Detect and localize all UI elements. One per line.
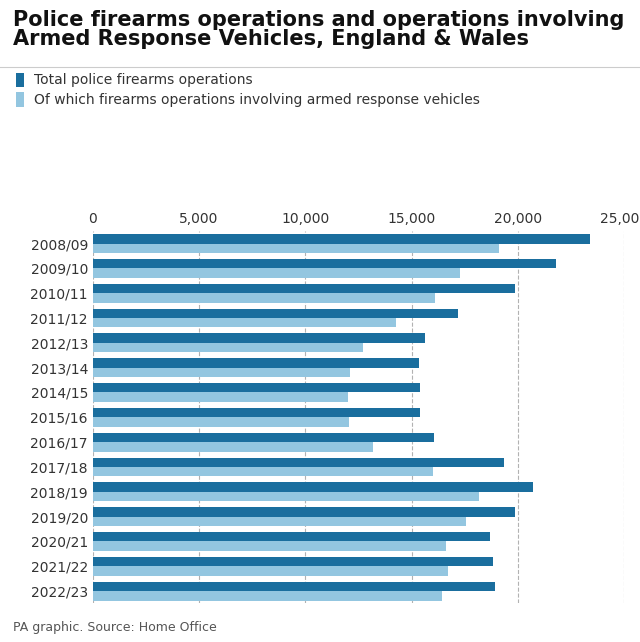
Bar [93,383,420,392]
Text: PA graphic. Source: Home Office: PA graphic. Source: Home Office [13,621,216,634]
Bar [93,268,460,278]
Bar [93,566,448,576]
Text: Total police firearms operations: Total police firearms operations [34,73,252,87]
Bar [93,541,446,551]
Bar [93,234,590,243]
Bar [93,517,466,526]
Text: Of which firearms operations involving armed response vehicles: Of which firearms operations involving a… [34,92,479,107]
Bar [93,243,499,253]
Bar [93,458,504,467]
Bar [93,318,396,327]
Bar [93,442,373,451]
Bar [93,591,442,600]
Bar [93,557,493,566]
Text: Police firearms operations and operations involving: Police firearms operations and operation… [13,10,624,30]
Bar [93,467,433,476]
Bar [93,333,425,343]
Bar [93,368,350,377]
Bar [93,507,515,517]
Bar [93,408,420,417]
Bar [93,309,458,318]
Bar [93,433,434,442]
Bar [93,284,515,293]
Bar [93,358,419,368]
Bar [93,492,479,501]
Bar [93,582,495,591]
Bar [93,482,533,492]
Bar [93,259,556,268]
Bar [93,293,435,302]
Bar [93,417,349,427]
Bar [93,392,348,402]
Bar [93,532,490,541]
Text: Armed Response Vehicles, England & Wales: Armed Response Vehicles, England & Wales [13,29,529,49]
Bar [93,343,363,352]
